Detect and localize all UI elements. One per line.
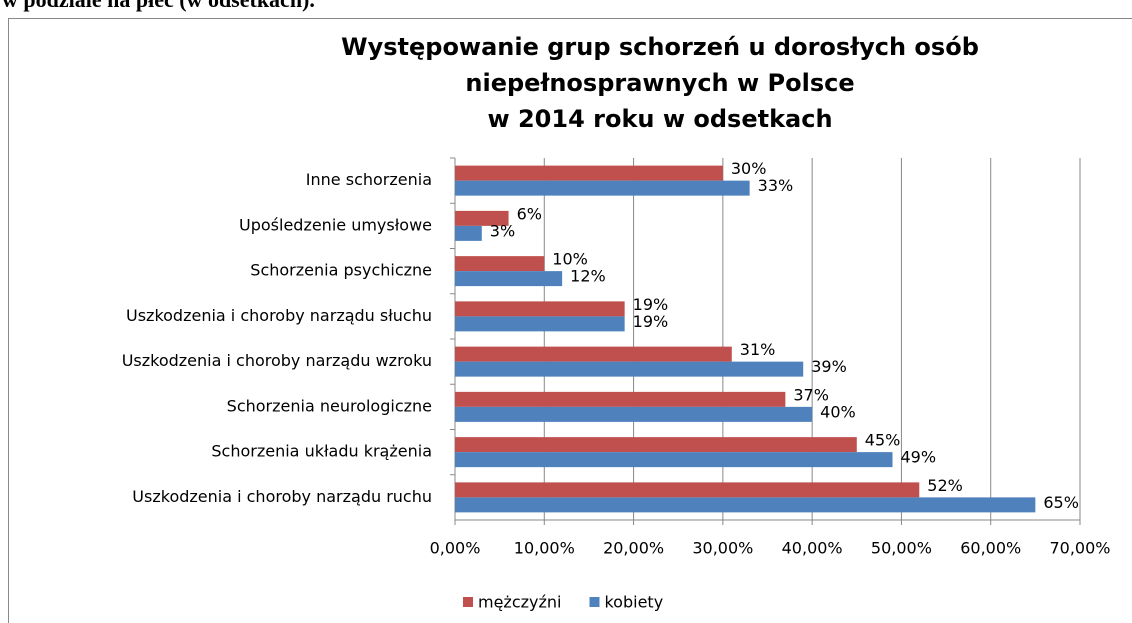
y-tick-label: Uszkodzenia i choroby narządu ruchu [132, 487, 432, 506]
x-tick-label: 10,00% [514, 539, 575, 558]
data-label: 52% [927, 476, 963, 495]
chart: Występowanie grup schorzeń u dorosłych o… [122, 33, 1111, 612]
data-label: 19% [633, 295, 669, 314]
legend-swatch [589, 597, 600, 607]
data-label: 49% [901, 448, 937, 467]
data-label: 3% [490, 221, 515, 240]
bar [455, 210, 509, 226]
bar [455, 301, 625, 317]
bar [455, 437, 857, 453]
bar [455, 165, 723, 181]
bar [455, 346, 732, 362]
chart-title: niepełnosprawnych w Polsce [465, 69, 854, 97]
x-tick-label: 50,00% [871, 539, 932, 558]
x-tick-label: 0,00% [430, 539, 481, 558]
data-label: 19% [633, 312, 669, 331]
chart-title: Występowanie grup schorzeń u dorosłych o… [341, 33, 979, 61]
data-label: 39% [811, 357, 847, 376]
x-tick-label: 20,00% [603, 539, 664, 558]
chart-title: w 2014 roku w odsetkach [487, 105, 832, 133]
data-label: 6% [517, 204, 542, 223]
bar [455, 391, 786, 407]
data-label: 12% [570, 267, 606, 286]
legend-label: mężczyźni [478, 593, 561, 612]
bar [455, 256, 545, 272]
data-label: 45% [865, 431, 901, 450]
data-label: 31% [740, 340, 776, 359]
bar [455, 271, 563, 287]
data-label: 37% [793, 385, 829, 404]
bar [455, 225, 482, 241]
bar [455, 482, 920, 498]
x-tick-label: 30,00% [692, 539, 753, 558]
x-tick-label: 40,00% [782, 539, 843, 558]
x-tick-label: 60,00% [960, 539, 1021, 558]
bar [455, 316, 625, 332]
y-tick-label: Schorzenia układu krążenia [211, 442, 432, 461]
data-label: 30% [731, 159, 767, 178]
bar [455, 361, 804, 377]
data-label: 65% [1043, 493, 1079, 512]
data-label: 10% [552, 250, 588, 269]
y-tick-label: Schorzenia neurologiczne [227, 396, 432, 415]
caption: w podziale na płeć (w odsetkach). [2, 0, 315, 12]
y-tick-label: Uszkodzenia i choroby narządu wzroku [122, 351, 432, 370]
legend-label: kobiety [604, 593, 663, 612]
bar [455, 452, 893, 468]
bar [455, 406, 813, 422]
y-tick-label: Inne schorzenia [306, 170, 432, 189]
legend-swatch [463, 597, 473, 607]
x-tick-label: 70,00% [1049, 539, 1110, 558]
bar [455, 497, 1036, 513]
data-label: 33% [758, 176, 794, 195]
y-tick-label: Schorzenia psychiczne [250, 261, 432, 280]
data-label: 40% [820, 402, 856, 421]
y-tick-label: Upośledzenie umysłowe [239, 215, 432, 234]
bar [455, 180, 750, 196]
y-tick-label: Uszkodzenia i choroby narządu słuchu [126, 306, 432, 325]
